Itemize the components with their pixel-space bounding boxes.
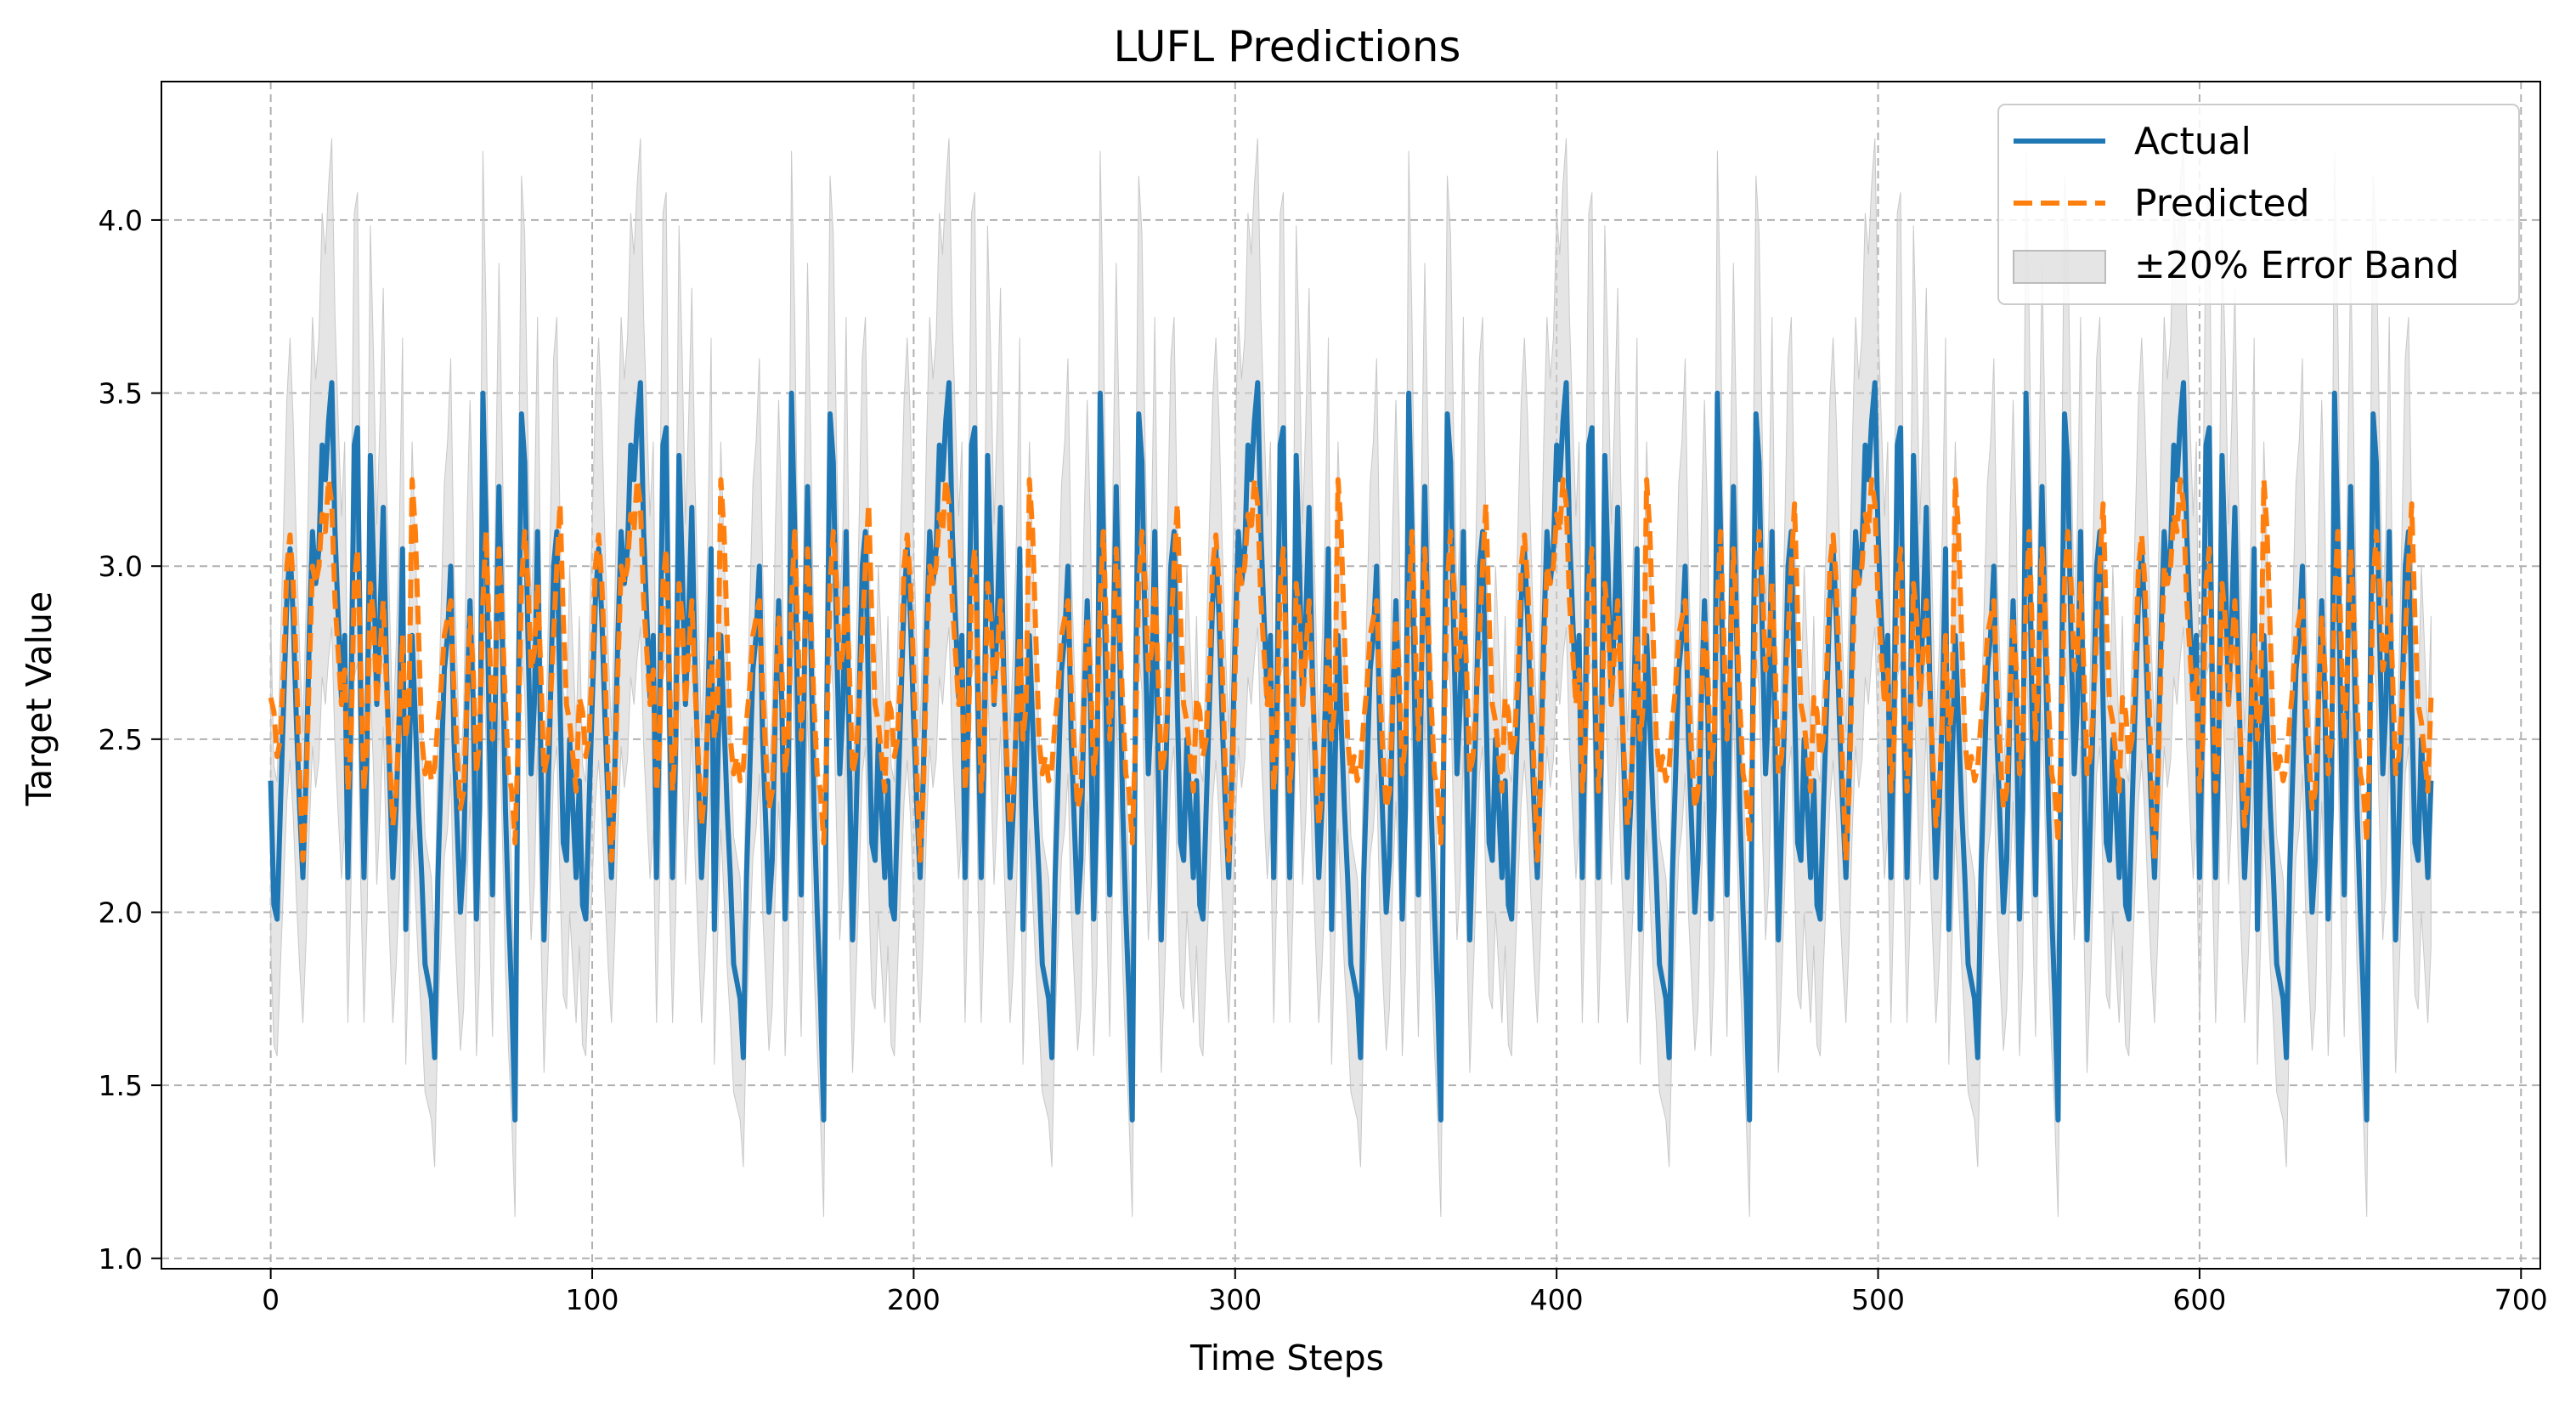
chart-title: LUFL Predictions	[1114, 22, 1461, 71]
y-tick-label: 3.0	[99, 550, 143, 583]
x-tick-label: 400	[1530, 1283, 1584, 1316]
y-tick-label: 2.0	[99, 896, 143, 929]
legend-swatch-band	[2013, 250, 2106, 284]
y-tick-label: 2.5	[99, 723, 143, 756]
y-tick-label: 1.0	[99, 1242, 143, 1276]
x-tick-label: 600	[2172, 1283, 2226, 1316]
y-tick-label: 4.0	[99, 204, 143, 237]
plot-frame	[161, 81, 2541, 1270]
error-band	[270, 138, 2432, 1217]
y-tick-label: 1.5	[99, 1069, 143, 1102]
x-tick-label: 300	[1208, 1283, 1262, 1316]
y-tick-label: 3.5	[99, 377, 143, 410]
x-tick-label: 700	[2494, 1283, 2548, 1316]
x-tick-label: 500	[1851, 1283, 1905, 1316]
series-lines	[268, 380, 2434, 1123]
x-axis-label: Time Steps	[1189, 1338, 1384, 1378]
legend-label-band: ±20% Error Band	[2134, 244, 2460, 287]
x-tick-label: 200	[887, 1283, 941, 1316]
series-line-predicted	[268, 477, 2434, 863]
ticks: 0 100 200 300 400 500 600 700 1.0 1.5 2.0 2.5 3.0 3.5…	[99, 204, 2548, 1316]
x-tick-label: 0	[262, 1283, 280, 1316]
legend-box	[1997, 104, 2520, 305]
x-tick-label: 100	[566, 1283, 619, 1316]
error-band-area	[270, 138, 2432, 1217]
legend-label-predicted: Predicted	[2134, 182, 2310, 225]
y-axis-label: Target Value	[19, 591, 59, 806]
legend-label-actual: Actual	[2134, 120, 2251, 163]
legend: Actual Predicted ±20% Error Band	[1997, 104, 2520, 305]
